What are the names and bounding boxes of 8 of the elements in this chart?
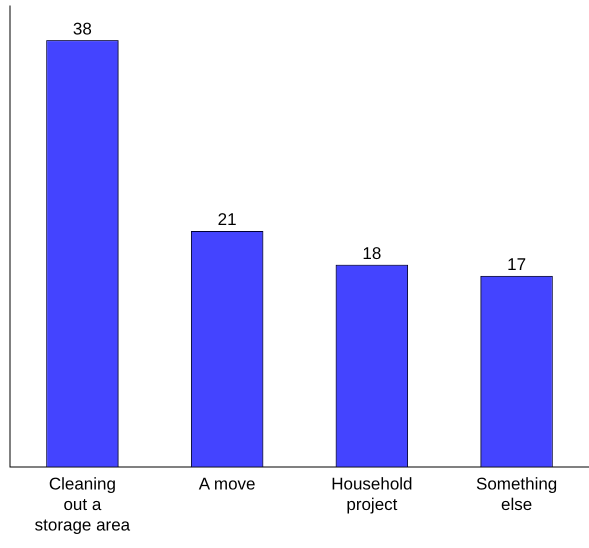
data-label: 38 [72,19,92,38]
x-tick-label: A move [198,474,256,494]
data-label: 18 [362,244,382,263]
x-tick-label: Cleaning out a storage area [34,474,131,534]
x-tick-label: Something else [476,474,558,514]
data-label: 21 [218,210,237,230]
x-tick-label: Household project [331,474,413,514]
data-label: 17 [507,255,526,274]
